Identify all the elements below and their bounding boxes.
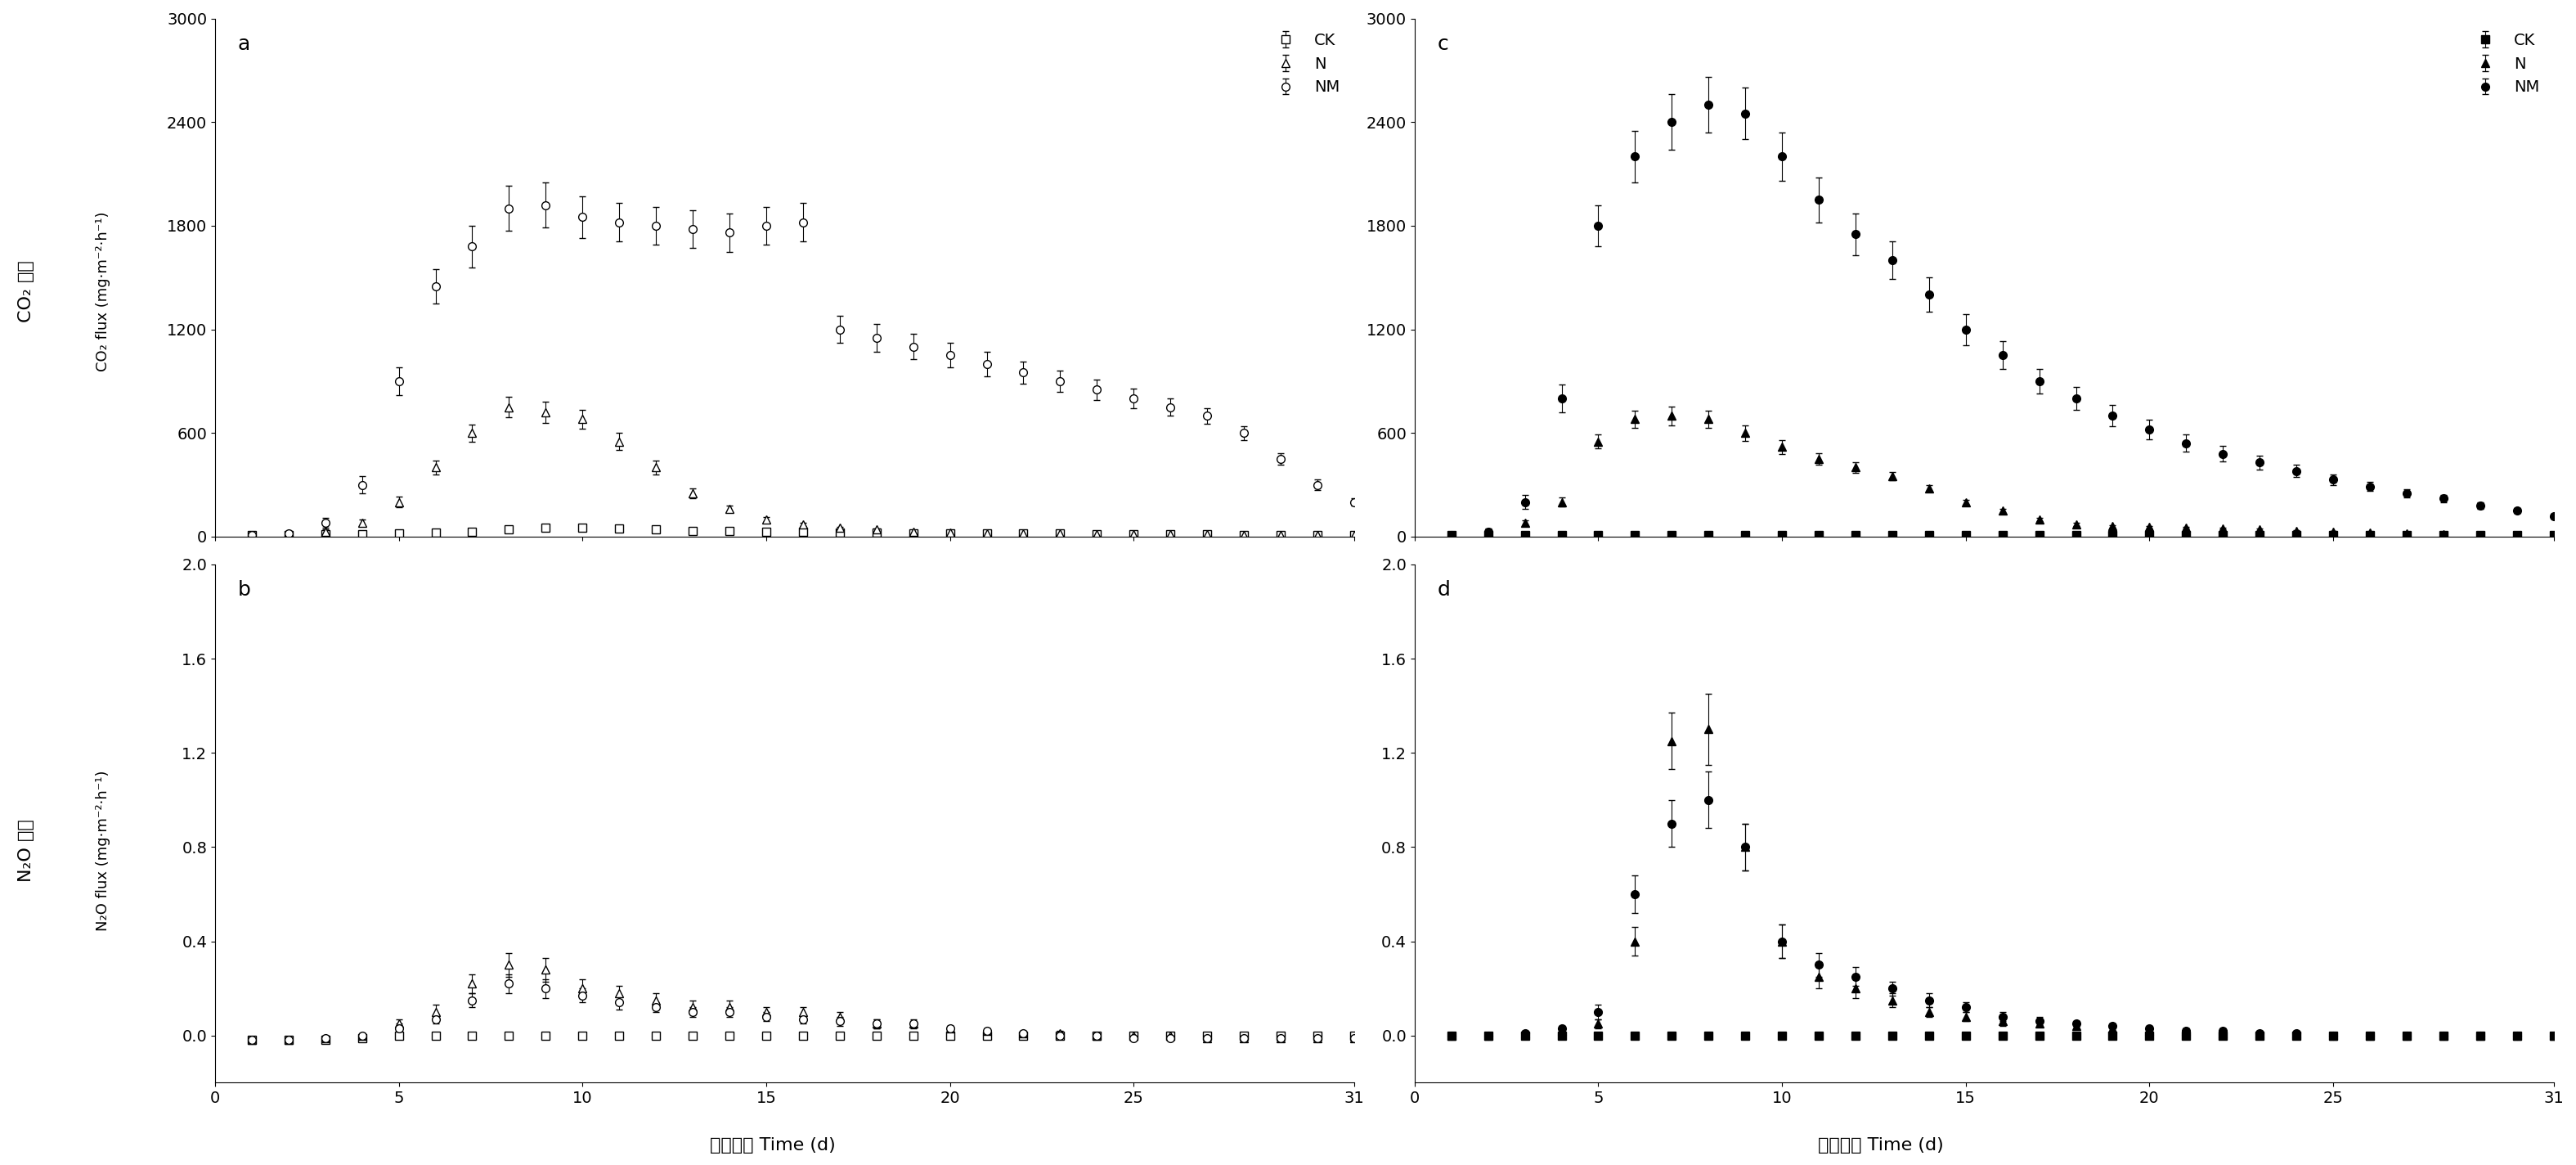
- Text: c: c: [1437, 34, 1448, 54]
- Text: CO₂ flux (mg·m⁻²·h⁻¹): CO₂ flux (mg·m⁻²·h⁻¹): [95, 211, 111, 372]
- Text: 试验时间 Time (d): 试验时间 Time (d): [1819, 1137, 1942, 1153]
- Text: CO₂ 通量: CO₂ 通量: [18, 260, 33, 323]
- Legend: CK, N, NM: CK, N, NM: [2463, 27, 2545, 101]
- Text: 试验时间 Time (d): 试验时间 Time (d): [711, 1137, 835, 1153]
- Text: d: d: [1437, 580, 1450, 600]
- Legend: CK, N, NM: CK, N, NM: [1262, 27, 1347, 101]
- Text: N₂O flux (mg·m⁻²·h⁻¹): N₂O flux (mg·m⁻²·h⁻¹): [95, 770, 111, 931]
- Text: a: a: [237, 34, 250, 54]
- Text: b: b: [237, 580, 250, 600]
- Text: N₂O 通量: N₂O 通量: [18, 819, 33, 882]
